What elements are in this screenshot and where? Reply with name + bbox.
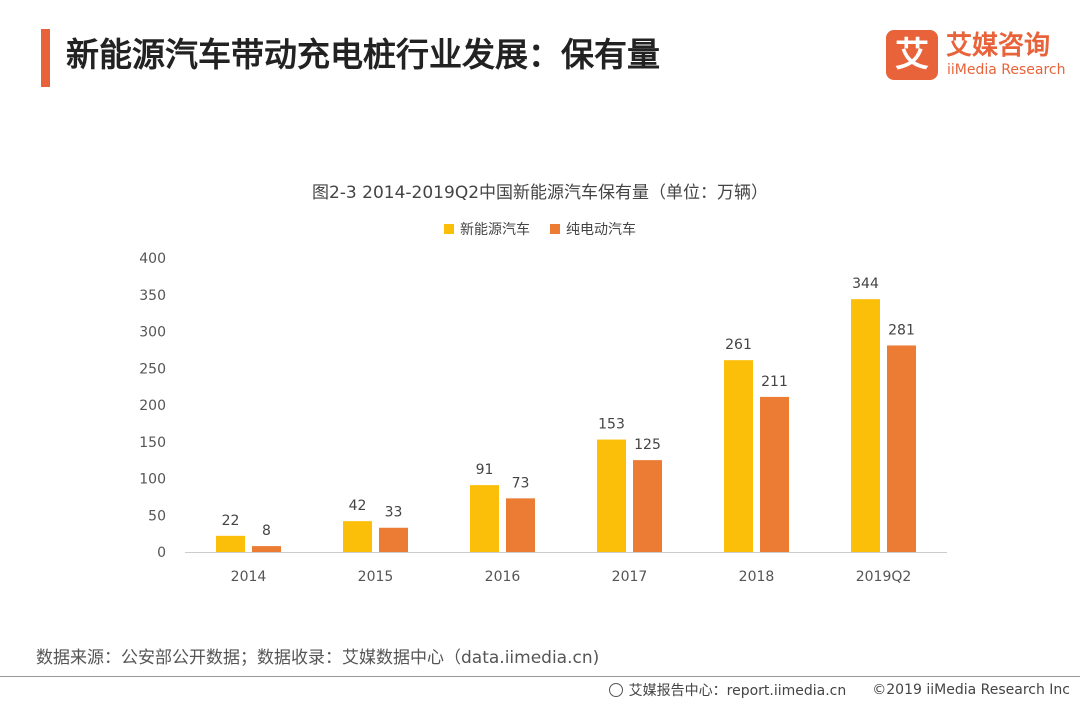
legend-label-series-1: 新能源汽车	[460, 222, 530, 238]
footer: 艾媒报告中心：report.iimedia.cn ©2019 iiMedia R…	[608, 680, 1070, 700]
y-tick-label: 0	[157, 545, 166, 561]
report-center-icon	[608, 683, 623, 697]
bar-series-2	[887, 345, 916, 552]
data-label-series-2: 125	[634, 437, 661, 453]
data-label-series-1: 91	[476, 462, 494, 478]
data-label-series-2: 211	[761, 374, 788, 390]
data-label-series-1: 344	[852, 276, 879, 292]
bar-series-2	[252, 546, 281, 552]
copyright: ©2019 iiMedia Research Inc	[872, 682, 1070, 698]
brand-mark-icon: 艾	[886, 30, 938, 80]
legend-item-series-1: 新能源汽车	[444, 219, 530, 239]
bar-series-1	[470, 485, 499, 552]
brand-name: 艾媒咨询	[946, 31, 1051, 61]
bar-series-1	[343, 521, 372, 552]
y-tick-label: 250	[139, 361, 166, 377]
x-tick-label: 2015	[358, 569, 394, 585]
data-label-series-2: 33	[385, 505, 403, 521]
bar-series-2	[506, 498, 535, 552]
x-tick-label: 2014	[231, 569, 267, 585]
chart-legend: 新能源汽车 纯电动汽车	[0, 219, 1080, 239]
data-label-series-1: 42	[349, 498, 367, 514]
legend-swatch-series-2	[550, 224, 560, 234]
legend-label-series-2: 纯电动汽车	[566, 222, 636, 238]
y-tick-label: 200	[139, 398, 166, 414]
data-source-note: 数据来源：公安部公开数据；数据收录：艾媒数据中心（data.iimedia.cn…	[36, 648, 600, 668]
footer-divider	[0, 676, 1080, 677]
bar-series-1	[597, 439, 626, 552]
x-tick-label: 2017	[612, 569, 648, 585]
brand-subtitle: iiMedia Research	[947, 62, 1066, 78]
x-tick-label: 2018	[739, 569, 775, 585]
x-tick-label: 2016	[485, 569, 521, 585]
bar-series-1	[724, 360, 753, 552]
data-label-series-1: 22	[222, 513, 240, 529]
brand-logo: 艾 艾媒咨询 iiMedia Research	[886, 30, 1072, 80]
bar-series-1	[216, 535, 245, 552]
data-label-series-2: 281	[888, 322, 915, 338]
legend-item-series-2: 纯电动汽车	[550, 219, 636, 239]
y-tick-label: 150	[139, 435, 166, 451]
bar-series-2	[379, 527, 408, 552]
report-center-link[interactable]: 艾媒报告中心：report.iimedia.cn	[628, 683, 847, 699]
x-tick-label: 2019Q2	[856, 569, 912, 585]
title-accent-bar	[41, 29, 50, 87]
data-label-series-1: 261	[725, 337, 752, 353]
data-label-series-1: 153	[598, 417, 625, 433]
y-tick-label: 300	[139, 325, 166, 341]
legend-swatch-series-1	[444, 224, 454, 234]
y-tick-label: 100	[139, 472, 166, 488]
page-title: 新能源汽车带动充电桩行业发展：保有量	[66, 35, 660, 74]
y-tick-label: 350	[139, 288, 166, 304]
y-tick-label: 400	[139, 251, 166, 267]
data-label-series-2: 8	[262, 523, 271, 539]
bar-series-1	[851, 299, 880, 552]
y-tick-label: 50	[148, 508, 166, 524]
data-label-series-2: 73	[512, 475, 530, 491]
bar-series-2	[760, 396, 789, 552]
chart-title: 图2-3 2014-2019Q2中国新能源汽车保有量（单位：万辆）	[311, 183, 769, 203]
bar-series-2	[633, 460, 662, 552]
